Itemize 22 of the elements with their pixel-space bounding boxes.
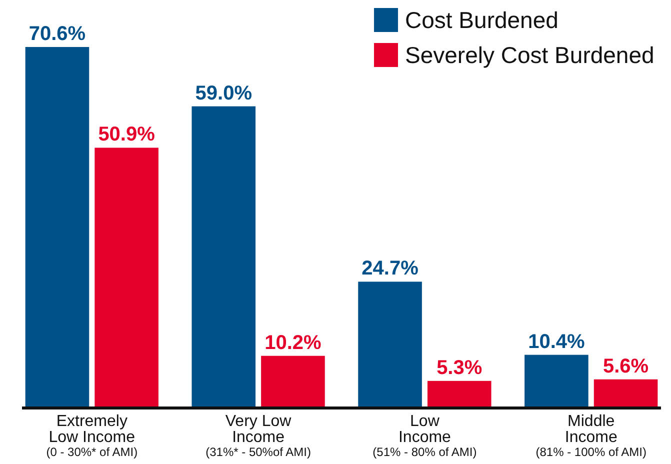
x-tick-label: Low Income (51% - 80% of AMI) xyxy=(372,413,477,459)
bar xyxy=(358,282,422,408)
bar xyxy=(94,148,158,408)
bar xyxy=(261,356,325,408)
data-label: 24.7% xyxy=(362,258,419,280)
x-tick-label: Very Low Income (31%* - 50%of AMI) xyxy=(206,413,311,459)
data-label: 10.4% xyxy=(528,330,586,353)
data-label: 10.2% xyxy=(264,332,322,354)
x-tick-label: Extremely Low Income (0 - 30%* of AMI) xyxy=(46,413,138,459)
bar xyxy=(25,47,90,408)
data-label: 5.3% xyxy=(436,356,482,379)
bar xyxy=(524,354,588,408)
legend-label: Severely Cost Burdened xyxy=(405,42,654,68)
data-label: 5.6% xyxy=(602,355,649,378)
bar xyxy=(594,379,658,408)
data-label: 70.6% xyxy=(28,23,86,45)
bar xyxy=(192,106,256,408)
x-tick-label: Middle Income (81% - 100% of AMI) xyxy=(536,413,646,459)
data-label: 59.0% xyxy=(195,82,252,104)
data-label: 50.9% xyxy=(98,124,156,146)
bar xyxy=(427,380,492,408)
legend-label: Cost Burdened xyxy=(405,7,558,33)
